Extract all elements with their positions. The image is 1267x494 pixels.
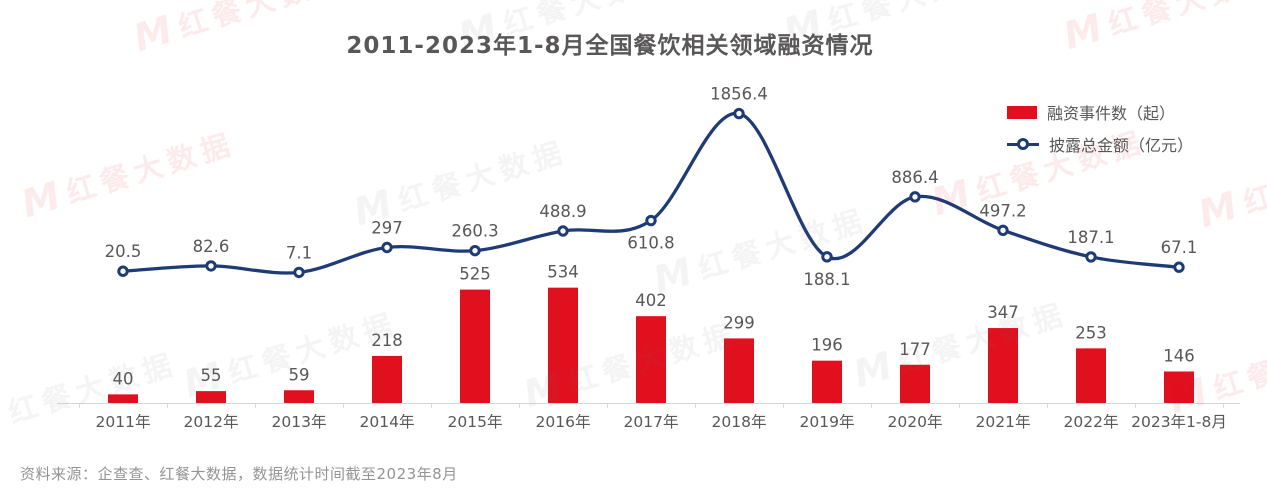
- line-value-label: 886.4: [891, 168, 938, 187]
- legend-bar-label: 融资事件数（起）: [1046, 104, 1175, 123]
- bar-value-label: 218: [371, 331, 403, 350]
- line-value-label: 7.1: [286, 243, 312, 262]
- line-value-label: 187.1: [1067, 228, 1114, 247]
- bar-2020年[interactable]: [900, 364, 930, 403]
- data-point-2015年[interactable]: [469, 244, 481, 257]
- x-axis-label-2011年: 2011年: [96, 413, 151, 431]
- bar-2013年[interactable]: [284, 390, 314, 403]
- bar-2014年[interactable]: [372, 355, 402, 403]
- legend-item-bar-series[interactable]: 融资事件数（起）: [1006, 100, 1193, 124]
- data-point-2014年[interactable]: [381, 241, 393, 254]
- x-axis-label-2020年: 2020年: [888, 413, 943, 431]
- line-value-label: 82.6: [193, 237, 230, 256]
- data-point-2013年[interactable]: [293, 266, 305, 279]
- data-point-2018年[interactable]: [733, 107, 745, 120]
- x-axis-label-2022年: 2022年: [1064, 413, 1119, 431]
- line-value-label: 67.1: [1161, 238, 1198, 257]
- bar-value-label: 253: [1075, 323, 1107, 342]
- data-point-2022年[interactable]: [1085, 251, 1097, 263]
- data-point-2011年[interactable]: [117, 265, 129, 277]
- x-axis-label-2016年: 2016年: [536, 413, 591, 431]
- bar-2011年[interactable]: [108, 394, 138, 403]
- data-point-2020年[interactable]: [909, 191, 921, 203]
- data-point-2017年[interactable]: [645, 214, 657, 227]
- bar-2016年[interactable]: [548, 287, 578, 403]
- x-axis-label-2017年: 2017年: [624, 413, 679, 431]
- line-value-label: 260.3: [451, 222, 498, 241]
- bar-value-label: 55: [201, 366, 222, 385]
- bar-2021年[interactable]: [988, 328, 1018, 403]
- bar-value-label: 196: [811, 336, 843, 355]
- x-axis-label-2021年: 2021年: [976, 413, 1031, 431]
- chart-title: 2011-2023年1-8月全国餐饮相关领域融资情况: [346, 33, 874, 59]
- bar-series-swatch-icon: [1006, 105, 1037, 119]
- data-point-2021年[interactable]: [997, 224, 1009, 236]
- x-axis-label-2012年: 2012年: [184, 413, 239, 431]
- bar-value-label: 402: [635, 291, 667, 310]
- bar-2023年1-8月[interactable]: [1164, 371, 1194, 403]
- bar-value-label: 299: [723, 313, 755, 332]
- bar-value-label: 347: [987, 303, 1019, 322]
- line-value-label: 488.9: [539, 202, 586, 221]
- data-point-2023年1-8月[interactable]: [1173, 261, 1185, 273]
- line-series-path: [121, 111, 1181, 275]
- x-axis-label-2013年: 2013年: [272, 413, 327, 431]
- line-series-swatch-icon: [1006, 138, 1039, 150]
- line-value-label: 610.8: [627, 234, 674, 253]
- data-point-2019年[interactable]: [821, 251, 833, 263]
- bar-value-label: 525: [459, 265, 491, 284]
- bar-2019年[interactable]: [812, 360, 842, 403]
- bar-value-label: 534: [547, 263, 579, 282]
- line-value-label: 1856.4: [710, 85, 768, 104]
- source-note: 资料来源：企查查、红餐大数据，数据统计时间截至2023年8月: [20, 465, 458, 483]
- legend-item-line-series[interactable]: 披露总金额（亿元）: [1006, 132, 1193, 156]
- x-axis-label-2018年: 2018年: [712, 413, 767, 431]
- line-value-label: 497.2: [979, 201, 1026, 220]
- x-axis-label-2019年: 2019年: [800, 413, 855, 431]
- data-point-2012年[interactable]: [205, 260, 217, 272]
- line-value-label: 297: [371, 218, 403, 237]
- bar-value-label: 146: [1163, 346, 1195, 365]
- bar-value-label: 40: [113, 369, 134, 388]
- bar-2015年[interactable]: [460, 289, 490, 403]
- bar-value-label: 59: [289, 365, 310, 384]
- legend: 融资事件数（起） 披露总金额（亿元）: [1006, 100, 1193, 156]
- legend-line-label: 披露总金额（亿元）: [1048, 136, 1193, 155]
- data-point-2016年[interactable]: [557, 225, 569, 237]
- bar-2022年[interactable]: [1076, 348, 1106, 403]
- bar-2012年[interactable]: [196, 391, 226, 403]
- x-axis-label-2023年1-8月: 2023年1-8月: [1131, 413, 1227, 431]
- line-value-label: 188.1: [803, 270, 850, 289]
- bar-2017年[interactable]: [636, 316, 666, 403]
- x-axis-label-2014年: 2014年: [360, 413, 415, 431]
- line-value-label: 20.5: [105, 242, 142, 261]
- bar-value-label: 177: [899, 340, 931, 359]
- bar-2018年[interactable]: [724, 338, 754, 403]
- x-axis-label-2015年: 2015年: [448, 413, 503, 431]
